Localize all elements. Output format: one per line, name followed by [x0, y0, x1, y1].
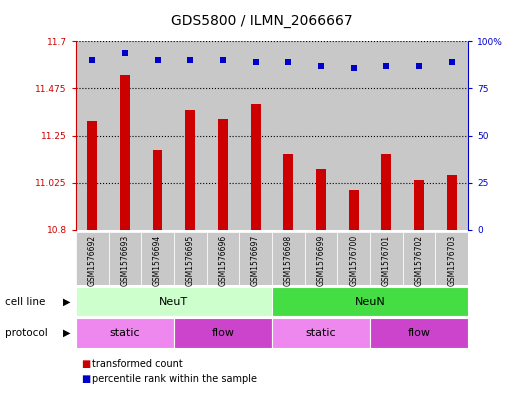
Bar [304, 232, 337, 285]
Bar [403, 232, 435, 285]
Bar [109, 41, 141, 230]
Bar [109, 232, 141, 285]
Bar [414, 180, 424, 230]
Bar [185, 110, 195, 230]
Bar [141, 232, 174, 285]
Text: GSM1576694: GSM1576694 [153, 235, 162, 286]
Bar [316, 169, 326, 230]
Bar [435, 41, 468, 230]
Bar [370, 318, 468, 348]
Bar [370, 232, 403, 285]
Bar [76, 318, 174, 348]
Text: NeuT: NeuT [160, 297, 188, 307]
Bar [272, 287, 468, 316]
Bar [272, 41, 304, 230]
Bar [76, 232, 109, 285]
Bar [337, 232, 370, 285]
Bar [174, 232, 207, 285]
Text: transformed count: transformed count [92, 358, 183, 369]
Text: ▶: ▶ [63, 297, 70, 307]
Bar [76, 41, 109, 230]
Text: ■: ■ [81, 374, 90, 384]
Bar [174, 318, 272, 348]
Text: GSM1576700: GSM1576700 [349, 235, 358, 286]
Bar [251, 104, 260, 230]
Text: GSM1576702: GSM1576702 [415, 235, 424, 286]
Text: GSM1576699: GSM1576699 [316, 235, 325, 286]
Bar [283, 154, 293, 230]
Text: GSM1576697: GSM1576697 [251, 235, 260, 286]
Bar [76, 287, 272, 316]
Text: ▶: ▶ [63, 328, 70, 338]
Text: cell line: cell line [5, 297, 46, 307]
Text: GSM1576695: GSM1576695 [186, 235, 195, 286]
Text: GSM1576698: GSM1576698 [284, 235, 293, 286]
Bar [207, 41, 240, 230]
Text: flow: flow [407, 328, 430, 338]
Text: percentile rank within the sample: percentile rank within the sample [92, 374, 256, 384]
Text: GSM1576701: GSM1576701 [382, 235, 391, 286]
Bar [239, 232, 272, 285]
Bar [120, 75, 130, 230]
Text: GSM1576703: GSM1576703 [447, 235, 456, 286]
Text: GSM1576692: GSM1576692 [88, 235, 97, 286]
Bar [174, 41, 207, 230]
Text: protocol: protocol [5, 328, 48, 338]
Text: GDS5800 / ILMN_2066667: GDS5800 / ILMN_2066667 [170, 14, 353, 28]
Bar [349, 190, 359, 230]
Bar [403, 41, 435, 230]
Bar [447, 175, 457, 230]
Bar [272, 318, 370, 348]
Text: GSM1576696: GSM1576696 [219, 235, 228, 286]
Text: NeuN: NeuN [355, 297, 385, 307]
Bar [218, 119, 228, 230]
Text: GSM1576693: GSM1576693 [120, 235, 129, 286]
Text: static: static [109, 328, 140, 338]
Bar [381, 154, 391, 230]
Bar [240, 41, 272, 230]
Text: static: static [305, 328, 336, 338]
Bar [370, 41, 403, 230]
Bar [141, 41, 174, 230]
Bar [435, 232, 468, 285]
Bar [87, 121, 97, 230]
Text: ■: ■ [81, 358, 90, 369]
Text: flow: flow [211, 328, 234, 338]
Bar [207, 232, 239, 285]
Bar [304, 41, 337, 230]
Bar [272, 232, 304, 285]
Bar [153, 150, 163, 230]
Bar [337, 41, 370, 230]
